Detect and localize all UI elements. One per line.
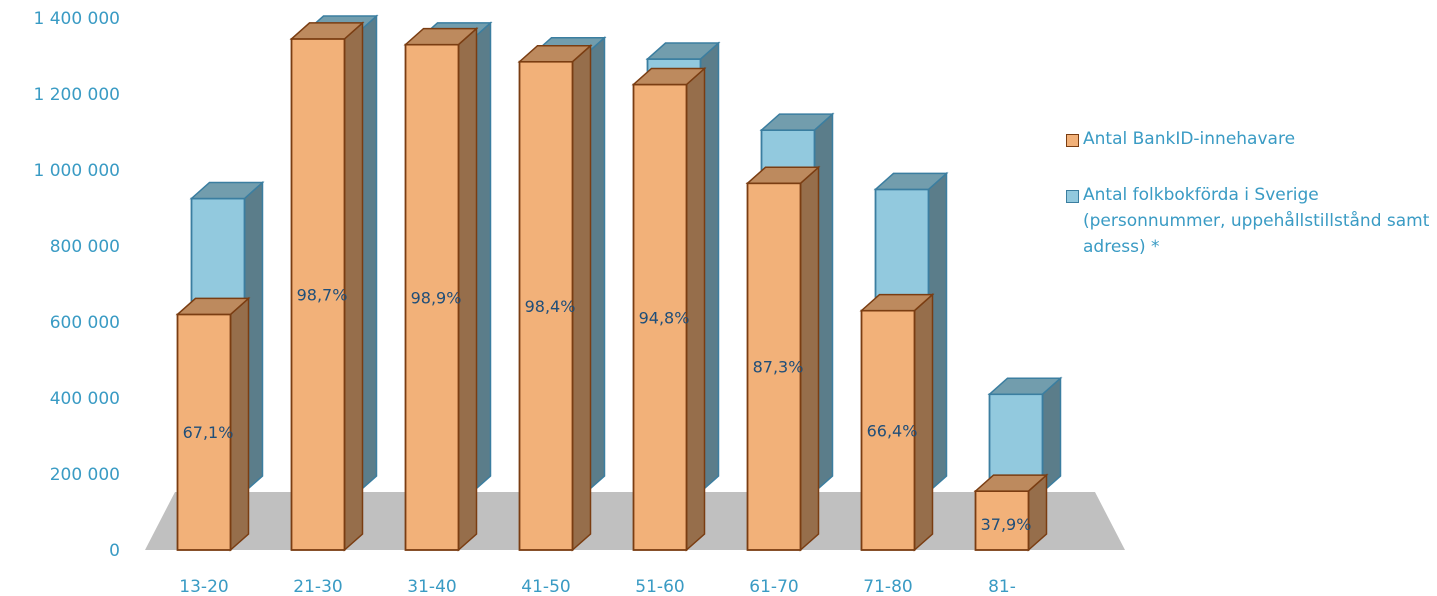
data-label: 66,4% xyxy=(867,421,918,440)
bar-bankid-front xyxy=(518,60,574,551)
data-labels: 67,1% 98,7% 98,9% 98,4% 94,8% 87,3% 66,4% 37,9% xyxy=(183,285,1032,534)
bar-bankid xyxy=(403,26,479,552)
bar-bankid-top xyxy=(175,297,251,316)
y-tick-label: 1 000 000 xyxy=(33,161,120,181)
bar-bankid-top xyxy=(289,22,365,40)
bar-folkbokforda-top xyxy=(873,172,949,191)
legend-swatch-folkbokforda xyxy=(1066,190,1079,203)
y-tick-label: 0 xyxy=(109,541,120,561)
bar-bankid-top xyxy=(403,27,479,46)
bar-bankid xyxy=(517,44,593,552)
bar-bankid-front xyxy=(632,83,688,551)
bar-folkbokforda-top xyxy=(645,42,721,60)
bar-bankid-front xyxy=(746,182,802,551)
bar-bankid xyxy=(745,165,821,552)
bar-bankid xyxy=(973,473,1049,552)
data-label: 37,9% xyxy=(981,515,1032,534)
legend-item-bankid: Antal BankID-innehavare xyxy=(1066,126,1436,152)
x-axis-ticks: 13-20 21-30 31-40 41-50 51-60 61-70 71-80 81- xyxy=(179,577,1016,596)
bar-folkbokforda-top xyxy=(759,113,835,131)
bar-bankid-top xyxy=(859,293,935,312)
x-tick-label: 71-80 xyxy=(863,577,912,596)
data-label: 94,8% xyxy=(639,308,690,327)
bar-folkbokforda-top xyxy=(987,377,1063,395)
data-label: 98,4% xyxy=(525,297,576,316)
y-tick-label: 1 200 000 xyxy=(33,85,120,105)
y-tick-label: 200 000 xyxy=(50,465,120,485)
bar-bankid-front xyxy=(290,38,346,551)
bar-bankid-top xyxy=(973,474,1049,492)
x-tick-label: 41-50 xyxy=(521,577,570,596)
bar-bankid-top xyxy=(517,44,593,63)
bar-bankid-front xyxy=(404,43,460,551)
legend-item-folkbokforda: Antal folkbokförda i Sverige (personnumm… xyxy=(1066,182,1436,260)
y-axis-ticks: 0 200 000 400 000 600 000 800 000 1 000 000 1 … xyxy=(33,9,120,561)
x-tick-label: 81- xyxy=(988,577,1016,596)
bar-bankid-top xyxy=(745,166,821,185)
data-label: 98,9% xyxy=(411,288,462,307)
legend-label-folkbokforda: Antal folkbokförda i Sverige (personnumm… xyxy=(1083,185,1430,257)
bar-bankid-top xyxy=(631,67,707,86)
x-tick-label: 21-30 xyxy=(293,577,342,596)
bar-bankid xyxy=(289,21,365,552)
y-tick-label: 400 000 xyxy=(50,389,120,409)
x-tick-label: 61-70 xyxy=(749,577,798,596)
bar-bankid xyxy=(631,66,707,552)
y-tick-label: 1 400 000 xyxy=(33,9,120,29)
bar-folkbokforda-top xyxy=(189,181,265,200)
x-tick-label: 31-40 xyxy=(407,577,456,596)
x-tick-label: 13-20 xyxy=(179,577,228,596)
bars xyxy=(175,14,1063,552)
data-label: 87,3% xyxy=(753,358,804,377)
legend-swatch-bankid xyxy=(1066,134,1079,147)
x-tick-label: 51-60 xyxy=(635,577,684,596)
bar-bankid xyxy=(859,292,935,552)
data-label: 67,1% xyxy=(183,423,234,442)
y-tick-label: 600 000 xyxy=(50,313,120,333)
bar-bankid xyxy=(175,296,251,552)
legend: Antal BankID-innehavare Antal folkbokför… xyxy=(1066,126,1436,290)
legend-label-bankid: Antal BankID-innehavare xyxy=(1083,129,1296,149)
bar-bankid-front xyxy=(176,313,232,551)
y-tick-label: 800 000 xyxy=(50,237,120,257)
data-label: 98,7% xyxy=(297,285,348,304)
